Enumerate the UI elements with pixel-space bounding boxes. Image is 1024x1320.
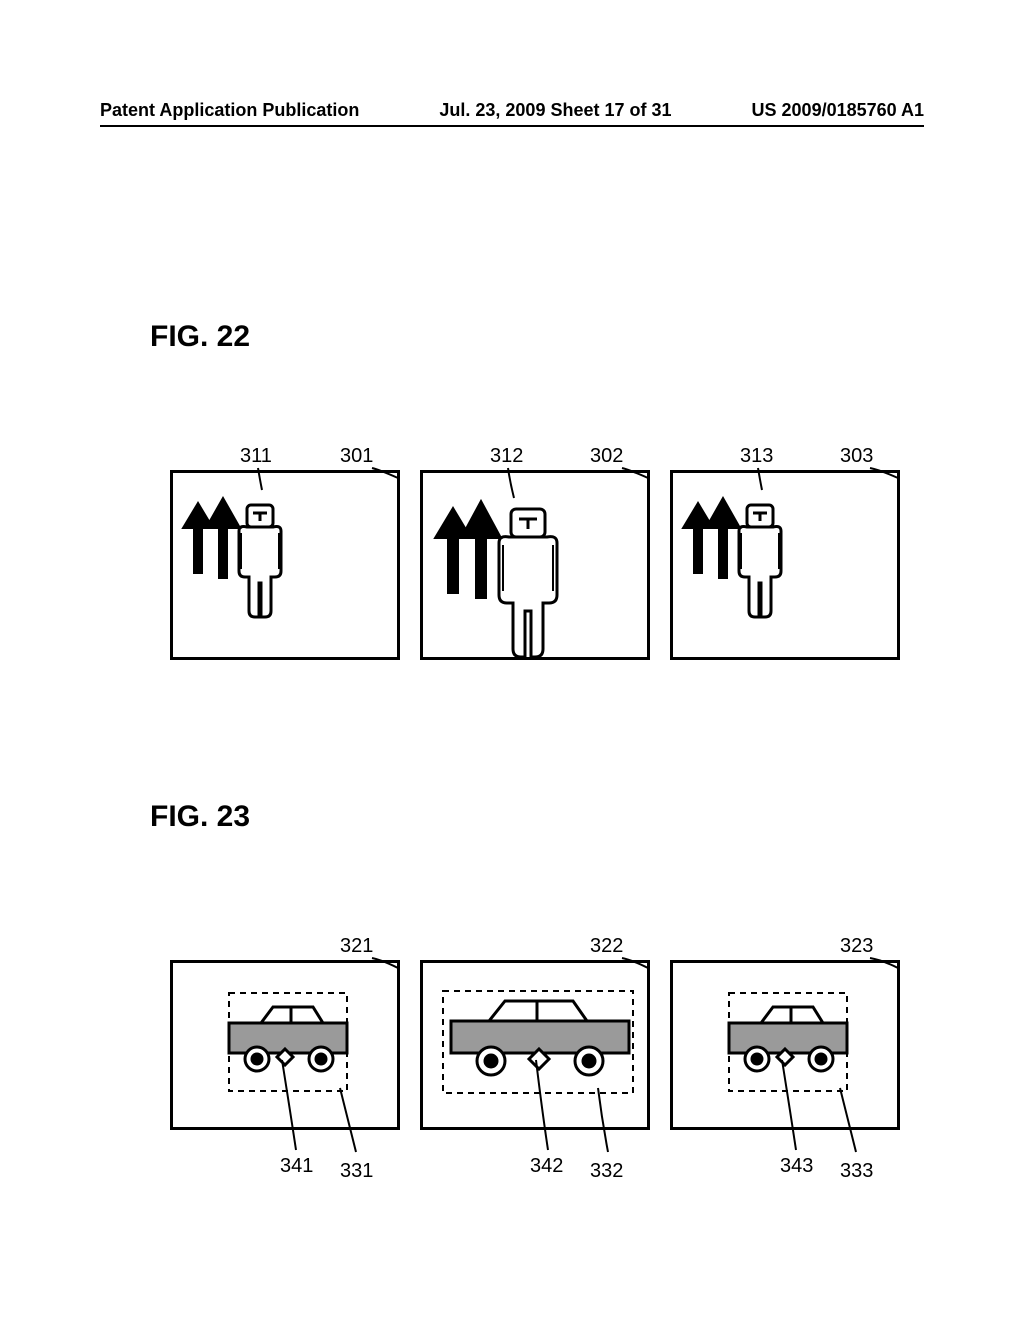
fig23-title: FIG. 23 [150,800,250,834]
fig23-scene-3 [673,963,903,1133]
reference-number: 333 [840,1160,873,1183]
fig23-scene-2 [423,963,653,1133]
reference-number: 312 [490,445,523,468]
fig23-panel-2 [420,960,650,1130]
page-header: Patent Application Publication Jul. 23, … [100,100,924,127]
reference-number: 343 [780,1155,813,1178]
fig22-scene-2 [423,473,653,663]
reference-number: 301 [340,445,373,468]
fig23-panel-1 [170,960,400,1130]
fig23-panels [170,960,900,1130]
fig22-panel-3 [670,470,900,660]
reference-number: 342 [530,1155,563,1178]
reference-number: 311 [240,445,272,468]
fig22-title: FIG. 22 [150,320,250,354]
reference-number: 322 [590,935,623,958]
fig22-scene-1 [173,473,403,663]
reference-number: 323 [840,935,873,958]
reference-number: 302 [590,445,623,468]
reference-number: 313 [740,445,773,468]
reference-number: 341 [280,1155,313,1178]
header-left: Patent Application Publication [100,100,359,121]
fig23-scene-1 [173,963,403,1133]
reference-number: 332 [590,1160,623,1183]
fig22-panel-2 [420,470,650,660]
reference-number: 321 [340,935,373,958]
fig22-scene-3 [673,473,903,663]
reference-number: 331 [340,1160,373,1183]
reference-number: 303 [840,445,873,468]
header-center: Jul. 23, 2009 Sheet 17 of 31 [439,100,671,121]
header-right: US 2009/0185760 A1 [752,100,924,121]
fig22-panels [170,470,900,660]
fig23-panel-3 [670,960,900,1130]
fig22-panel-1 [170,470,400,660]
